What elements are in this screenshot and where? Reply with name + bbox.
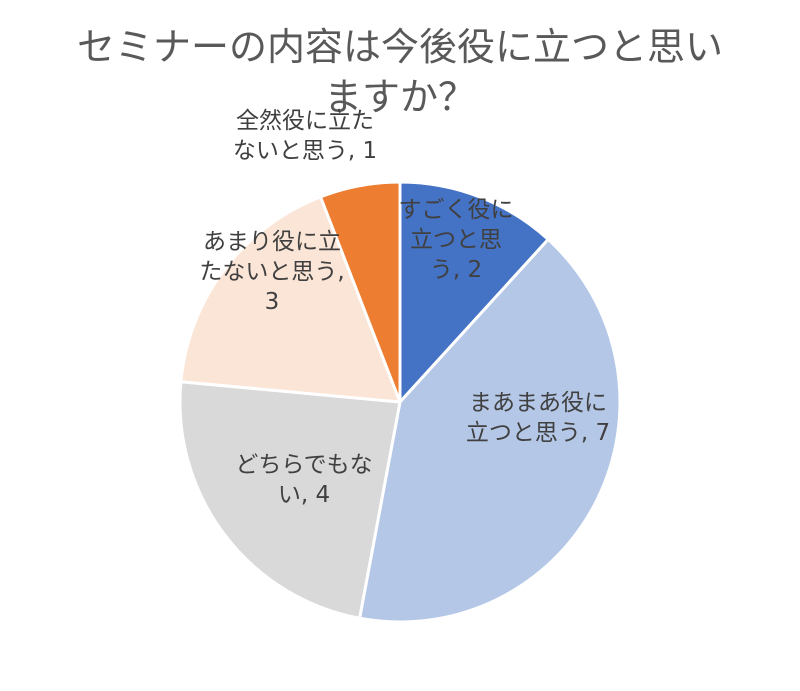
pie-slices <box>178 180 622 624</box>
pie-slice-1 <box>398 180 550 404</box>
slice-label-4-line-2: たないと思う, <box>199 259 344 285</box>
chart-title: セミナーの内容は今後役に立つと思い ますか？ <box>0 22 800 122</box>
slice-label-5-line-2: ないと思う, 1 <box>233 138 377 164</box>
pie-slice-4 <box>179 195 402 404</box>
pie-slice-2 <box>358 237 622 624</box>
slice-label-1-line-3: う, 2 <box>430 257 482 283</box>
slice-label-2-line-2: 立つと思う, 7 <box>466 420 610 446</box>
chart-title-line-1: セミナーの内容は今後役に立つと思い <box>76 25 723 69</box>
slice-label-4-line-3: 3 <box>265 289 280 315</box>
slice-label-2-line-1: まあまあ役に <box>469 390 607 416</box>
pie-slice-3 <box>178 380 402 620</box>
pie-slice-5 <box>319 180 402 404</box>
slice-label-4: あまり役に立たないと思う, 3 <box>199 229 344 315</box>
slice-label-2: まあまあ役に立つと思う, 7 <box>466 390 610 446</box>
chart-title-line-2: ますか？ <box>323 75 476 119</box>
slice-label-5-line-1: 全然役に立た <box>236 108 374 134</box>
slice-label-1-line-2: 立つと思 <box>410 227 502 253</box>
slice-label-3-line-1: どちらでもな <box>235 452 372 478</box>
pie-labels: すごく役に立つと思う, 2 まあまあ役に立つと思う, 7 どちらでもない, 4 あまり… <box>199 108 610 508</box>
slice-label-3: どちらでもない, 4 <box>235 452 372 508</box>
slice-label-1: すごく役に立つと思う, 2 <box>399 197 514 283</box>
slice-label-5: 全然役に立たないと思う, 1 <box>233 108 377 164</box>
slice-label-1-line-1: すごく役に <box>399 197 514 223</box>
slice-label-3-line-2: い, 4 <box>278 482 330 508</box>
slice-label-4-line-1: あまり役に立 <box>203 229 341 255</box>
